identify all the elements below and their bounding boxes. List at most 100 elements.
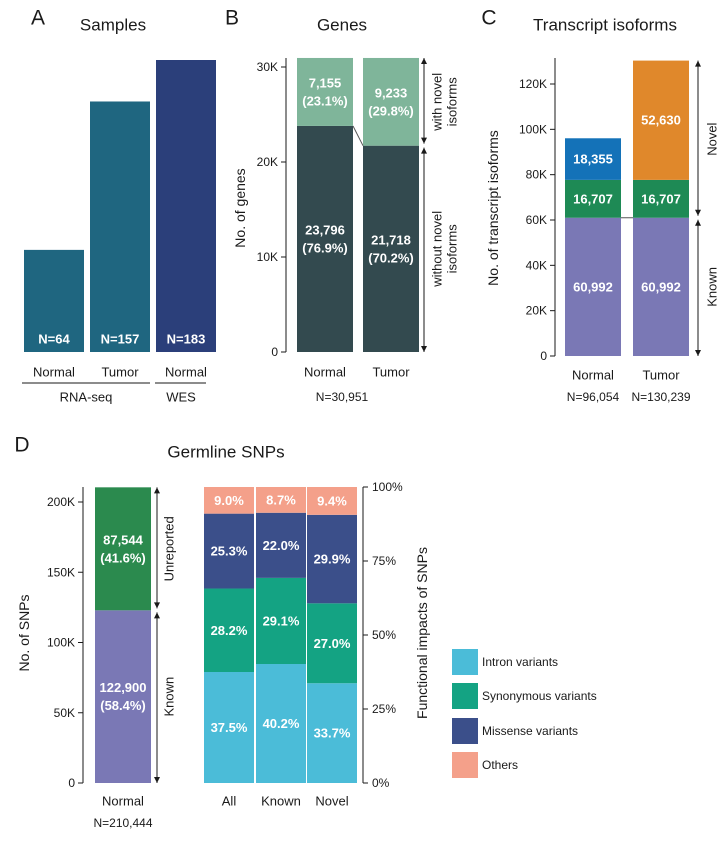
panel-d-right-ytick-label-2: 50% [372, 628, 396, 642]
panel-d-left-label-known-pct: (58.4%) [100, 698, 146, 713]
panel-b-label-with-1-count: 9,233 [375, 85, 408, 100]
panel-d-right-bar-1-seg-2 [256, 512, 306, 578]
panel-b-annot-with-line2: isoforms [445, 77, 460, 127]
panel-d-unreported-arrow-arrow-top [154, 487, 160, 494]
panel-d-right-bar-2-seg-1 [307, 603, 357, 684]
panel-d-right-label-0-2: 25.3% [211, 544, 248, 559]
panel-d-known-arrow-arrow-top [154, 612, 160, 619]
panel-c-bar-0-seg-1 [565, 179, 621, 218]
panel-d-title: Germline SNPs [167, 443, 284, 462]
panel-b-letter: B [225, 7, 239, 30]
panel-d-right-label-2-1: 27.0% [314, 636, 351, 651]
panel-c-annot-novel: Novel [705, 122, 720, 155]
panel-c-ytick-label-4: 80K [526, 168, 547, 182]
panel-c-novel-arrow-arrow-top [695, 60, 701, 67]
panel-c-footer-1: N=130,239 [631, 390, 690, 404]
panel-b-footer: N=30,951 [316, 390, 369, 404]
panel-d-right-bar-1-seg-1 [256, 577, 306, 665]
panel-d-known-arrow-arrow-bottom [154, 777, 160, 783]
panel-d-right-bar-1-seg-3 [256, 487, 306, 513]
panel-a-letter: A [31, 7, 45, 30]
panel-c-letter: C [481, 7, 496, 30]
panel-b-ytick-label-0: 0 [271, 345, 278, 359]
panel-d-left-ytick-label-3: 150K [47, 565, 75, 579]
panel-c-ytick-label-5: 100K [519, 122, 547, 136]
panel-c-ytick-label-0: 0 [540, 349, 547, 363]
panel-d-left-label-unreported-count: 87,544 [103, 532, 144, 547]
legend-swatch-1 [452, 683, 478, 709]
panel-a-group-label-rnaseq: RNA-seq [60, 390, 113, 405]
panel-c-ytick-label-2: 40K [526, 258, 547, 272]
panel-d-left-footer: N=210,444 [93, 816, 152, 830]
panel-d-left-label-known-count: 122,900 [100, 680, 147, 695]
panel-b-annot-with-line1: with novel [430, 73, 445, 132]
panel-d-right-bar-0-seg-0 [204, 672, 254, 783]
panel-d-right-label-0-3: 9.0% [214, 493, 244, 508]
panel-d-annot-unreported: Unreported [162, 516, 177, 581]
panel-d-right-ytick-label-1: 25% [372, 702, 396, 716]
panel-c-bar-1-seg-0 [633, 217, 689, 356]
panel-a-bar-label-2: N=183 [167, 332, 206, 347]
panel-c-bar-0-seg-2 [565, 138, 621, 180]
panel-b-category-0: Normal [304, 365, 346, 380]
panel-b-bar-without-0 [297, 125, 353, 352]
panel-a-title: Samples [80, 16, 146, 35]
panel-b-category-1: Tumor [372, 365, 410, 380]
panel-b-ytick-label-3: 30K [257, 60, 278, 74]
panel-c-known-arrow-arrow-top [695, 219, 701, 226]
panel-c-category-1: Tumor [642, 368, 680, 383]
panel-d-left-category: Normal [102, 794, 144, 809]
legend-label-0: Intron variants [482, 655, 558, 669]
panel-d-right-label-0-1: 28.2% [211, 623, 248, 638]
panel-d-letter: D [14, 434, 29, 457]
panel-d-right-label-1-1: 29.1% [263, 613, 300, 628]
panel-d-right-ytick-label-4: 100% [372, 480, 403, 494]
panel-d-left-ylabel: No. of SNPs [16, 594, 32, 671]
panel-b-bar-without-1 [363, 145, 419, 352]
panel-b-without-arrow-arrow-bottom [421, 346, 427, 352]
panel-d-right-label-1-0: 40.2% [263, 716, 300, 731]
panel-a-category-2: Normal [165, 365, 207, 380]
panel-d-left-ytick-label-1: 50K [54, 706, 75, 720]
panel-c-ytick-label-6: 120K [519, 77, 547, 91]
panel-c-title: Transcript isoforms [533, 16, 677, 35]
panel-d-right-label-0-0: 37.5% [211, 720, 248, 735]
panel-d-right-bar-2-seg-0 [307, 683, 357, 783]
panel-c-known-arrow-arrow-bottom [695, 350, 701, 356]
panel-a-bar-2 [156, 60, 216, 352]
panel-b-label-with-1-pct: (29.8%) [368, 103, 414, 118]
panel-c-bar-1-seg-1 [633, 179, 689, 218]
panel-a-category-0: Normal [33, 365, 75, 380]
panel-d-right-label-2-2: 29.9% [314, 552, 351, 567]
panel-b-annot-without-line2: isoforms [445, 224, 460, 274]
panel-b-label-without-1-count: 21,718 [371, 232, 411, 247]
panel-d-right-bar-0-seg-3 [204, 487, 254, 514]
panel-d-right-label-2-0: 33.7% [314, 726, 351, 741]
legend-swatch-0 [452, 649, 478, 675]
panel-b-label-without-1-pct: (70.2%) [368, 250, 414, 265]
legend-swatch-2 [452, 718, 478, 744]
panel-c-bar-1-seg-2 [633, 60, 689, 180]
panel-d-right-bar-0-seg-2 [204, 513, 254, 589]
panel-c-ytick-label-1: 20K [526, 304, 547, 318]
panel-a-group-label-wes: WES [166, 390, 196, 405]
panel-d-right-bar-2-seg-3 [307, 487, 357, 515]
panel-d-right-ytick-label-0: 0% [372, 776, 390, 790]
panel-a-bar-1 [90, 101, 150, 353]
panel-b-connector [352, 125, 364, 146]
panel-b-bar-with-1 [363, 57, 419, 146]
panel-a-bar-0 [24, 249, 84, 352]
panel-c-ylabel: No. of transcript isoforms [485, 130, 501, 286]
panel-b-label-with-0-count: 7,155 [309, 75, 342, 90]
panel-c-ytick-label-3: 60K [526, 213, 547, 227]
panel-c-novel-arrow-arrow-bottom [695, 209, 701, 216]
panel-c-category-0: Normal [572, 368, 614, 383]
panel-d-left-bar-known [95, 610, 151, 783]
panel-c-label-0-0: 60,992 [573, 279, 613, 294]
panel-c-bar-0-seg-0 [565, 217, 621, 356]
panel-d-right-ytick-label-3: 75% [372, 554, 396, 568]
panel-b-title: Genes [317, 16, 367, 35]
legend-label-2: Missense variants [482, 724, 578, 738]
panel-a-bar-label-1: N=157 [101, 332, 140, 347]
panel-a-bar-label-0: N=64 [38, 332, 70, 347]
